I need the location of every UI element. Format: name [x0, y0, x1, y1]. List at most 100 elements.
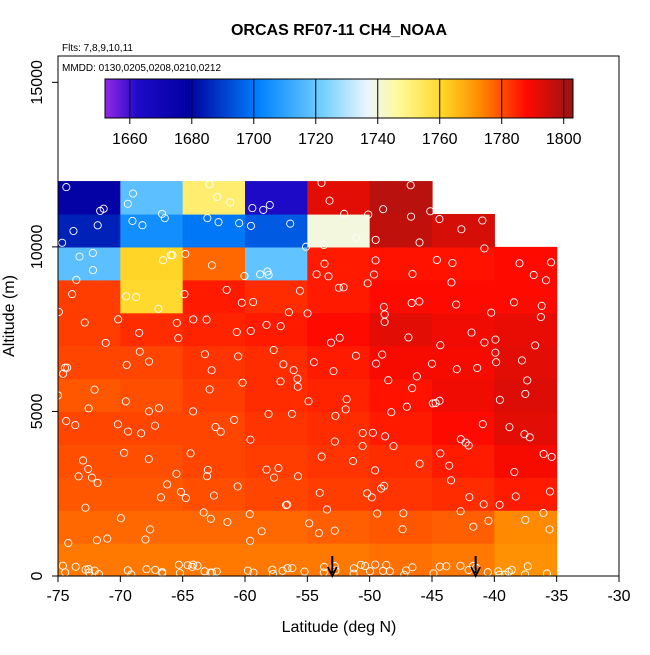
sample-marker	[541, 276, 551, 285]
sample-marker	[74, 472, 83, 481]
sample-marker	[268, 565, 277, 574]
heatmap-cell	[120, 246, 184, 281]
sample-marker	[200, 350, 209, 359]
heatmap-cell	[432, 312, 495, 347]
sample-marker	[63, 363, 72, 372]
heatmap-cell	[307, 477, 371, 511]
sample-marker	[246, 326, 255, 335]
y-tick-label: 15000	[29, 60, 46, 105]
sample-marker	[62, 183, 71, 192]
sample-marker	[189, 315, 198, 324]
sample-marker	[511, 492, 520, 501]
sample-marker	[60, 363, 70, 372]
sample-marker	[141, 535, 150, 544]
heatmap-cell	[369, 510, 433, 544]
heatmap-cell	[307, 345, 371, 380]
x-tick-label: -35	[545, 588, 568, 605]
heatmap-cell	[182, 444, 246, 478]
sample-marker	[349, 569, 358, 578]
x-tick-label: -60	[233, 588, 256, 605]
sample-marker	[478, 420, 487, 429]
sample-marker	[315, 488, 324, 497]
sample-marker	[238, 378, 247, 387]
sample-marker	[205, 180, 214, 189]
colorbar-gradient	[104, 78, 574, 119]
sample-marker	[176, 487, 186, 496]
sample-marker	[284, 308, 293, 317]
sample-marker	[402, 402, 411, 411]
sample-marker	[404, 333, 413, 342]
sample-marker	[429, 569, 438, 578]
sample-marker	[168, 251, 177, 260]
sample-marker	[288, 564, 297, 573]
sample-marker	[515, 259, 524, 268]
heatmap-cell	[120, 279, 184, 314]
sample-marker	[287, 409, 297, 418]
sample-marker	[305, 519, 314, 528]
sample-marker	[412, 372, 421, 381]
colorbar-tick-label: 1720	[298, 131, 334, 148]
sample-marker	[84, 464, 93, 474]
sample-marker	[175, 568, 184, 578]
sample-markers	[53, 178, 556, 579]
sample-marker	[408, 563, 417, 572]
sample-marker	[442, 562, 451, 571]
sample-marker	[142, 565, 151, 574]
sample-marker	[539, 508, 548, 518]
heatmap-cell	[369, 213, 433, 248]
sample-marker	[114, 315, 123, 324]
sample-marker	[246, 536, 255, 545]
sample-marker	[99, 204, 108, 213]
heatmap-cell	[432, 246, 495, 281]
sample-marker	[132, 293, 141, 302]
heatmap-cell	[58, 345, 121, 380]
sample-marker	[504, 567, 513, 576]
heatmap-cell	[245, 411, 308, 445]
sample-marker	[329, 367, 338, 376]
plot-frame	[57, 55, 620, 577]
sample-marker	[213, 192, 222, 202]
sample-marker	[160, 214, 169, 223]
sample-marker	[138, 221, 147, 230]
heatmap-cell	[494, 510, 558, 544]
sample-marker	[381, 432, 390, 441]
sample-marker	[314, 529, 323, 538]
sample-marker	[448, 258, 457, 268]
sample-marker	[545, 525, 554, 534]
sample-marker	[408, 384, 417, 393]
heatmap-cell	[432, 444, 495, 478]
sample-marker	[523, 562, 532, 571]
heatmap-cell	[307, 246, 371, 281]
sample-marker	[144, 357, 154, 366]
sample-marker	[207, 261, 216, 270]
sample-marker	[206, 514, 215, 523]
sample-marker	[72, 275, 81, 284]
sample-marker	[407, 298, 416, 308]
sample-marker	[492, 358, 501, 367]
heatmap-cell	[369, 181, 433, 215]
sample-marker	[491, 348, 500, 357]
heatmap-cell	[494, 345, 558, 380]
sample-marker	[364, 210, 373, 219]
sample-marker	[363, 489, 372, 498]
sample-marker	[156, 493, 166, 502]
sample-marker	[101, 338, 110, 347]
sample-marker	[123, 566, 132, 575]
sample-marker	[456, 507, 465, 516]
sample-marker	[320, 562, 329, 571]
sample-marker	[546, 487, 555, 496]
sample-marker	[128, 216, 137, 225]
sample-marker	[222, 285, 231, 294]
sample-marker	[408, 269, 417, 279]
sample-marker	[521, 389, 530, 398]
heatmap-cell	[182, 181, 246, 215]
heatmap-cell	[120, 213, 184, 248]
sample-marker	[426, 207, 435, 216]
sample-marker	[276, 377, 285, 386]
sample-marker	[235, 219, 244, 228]
sample-marker	[303, 309, 312, 318]
heatmap-cell	[494, 312, 558, 347]
sample-marker	[94, 570, 104, 579]
sample-marker	[342, 395, 351, 404]
